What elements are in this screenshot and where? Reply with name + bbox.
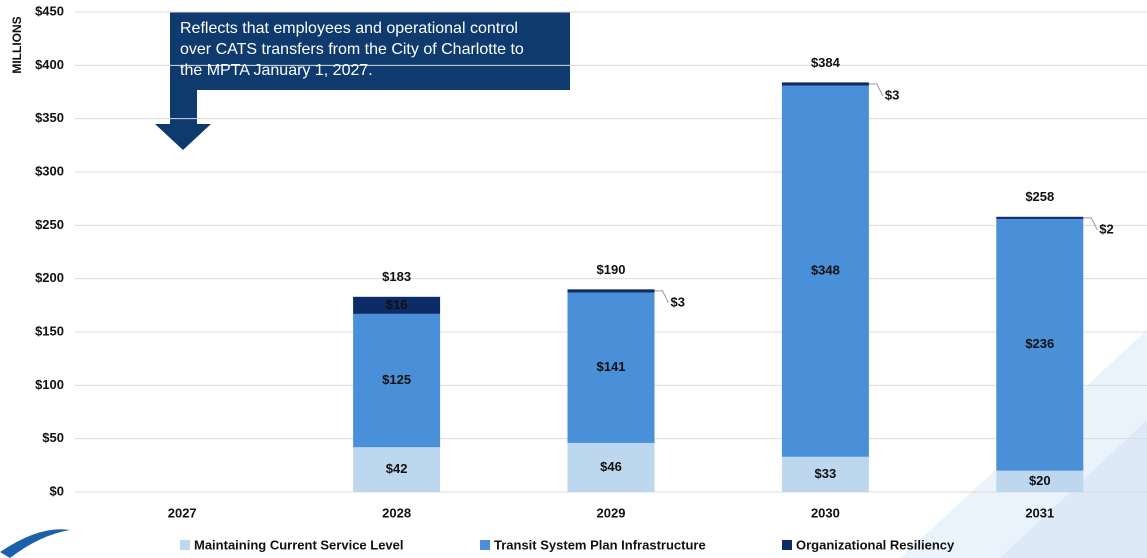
logo [0, 529, 70, 558]
bar-segment [567, 292, 655, 443]
data-label: $16 [386, 297, 408, 312]
x-tick-label: 2030 [811, 505, 840, 520]
legend-label: Organizational Resiliency [796, 537, 955, 552]
bar-segment [567, 442, 655, 492]
bar-segment [781, 82, 869, 86]
data-label: $20 [1029, 473, 1051, 488]
y-tick-label: $50 [42, 430, 64, 445]
leader-line [654, 290, 669, 304]
legend-swatch [180, 540, 190, 550]
bar-segment [567, 289, 655, 293]
data-label: $3 [671, 294, 685, 309]
y-tick-label: $400 [35, 57, 64, 72]
data-label: $3 [885, 87, 899, 102]
data-label: $46 [600, 459, 622, 474]
legend-label: Maintaining Current Service Level [194, 537, 404, 552]
data-label: $236 [1025, 336, 1054, 351]
data-label: $42 [386, 461, 408, 476]
data-label: $141 [597, 359, 626, 374]
y-tick-label: $100 [35, 377, 64, 392]
y-tick-label: $0 [50, 483, 64, 498]
bar-segment [996, 470, 1084, 492]
y-tick-label: $200 [35, 270, 64, 285]
total-label: $183 [382, 269, 411, 284]
data-label: $125 [382, 372, 411, 387]
total-label: $258 [1025, 189, 1054, 204]
annotation-arrow [155, 90, 211, 150]
x-tick-label: 2029 [597, 505, 626, 520]
annotation-box [170, 12, 570, 90]
bar-segment [353, 313, 441, 448]
bar-segment [353, 447, 441, 492]
y-tick-label: $350 [35, 110, 64, 125]
data-label: $33 [815, 466, 837, 481]
bar-segment [781, 456, 869, 492]
leader-line [868, 83, 884, 97]
y-tick-label: $450 [35, 3, 64, 18]
annotation: Reflects that employees and operational … [180, 20, 524, 79]
y-tick-label: $150 [35, 323, 64, 338]
bar-segment [781, 85, 869, 457]
bar-segment [353, 296, 441, 314]
legend-label: Transit System Plan Infrastructure [494, 537, 706, 552]
legend-swatch [480, 540, 490, 550]
x-tick-label: 2031 [1025, 505, 1054, 520]
x-tick-label: 2028 [382, 505, 411, 520]
total-label: $384 [811, 55, 841, 70]
data-label: $2 [1099, 221, 1113, 236]
total-label: $190 [597, 262, 626, 277]
y-tick-label: $300 [35, 163, 64, 178]
legend-swatch [782, 540, 792, 550]
x-tick-label: 2027 [168, 505, 197, 520]
bar-segment [996, 218, 1084, 471]
y-tick-label: $250 [35, 217, 64, 232]
bar-segment [996, 216, 1084, 219]
data-label: $348 [811, 263, 840, 278]
y-axis-label: MILLIONS [10, 16, 24, 73]
leader-line [1083, 217, 1098, 231]
